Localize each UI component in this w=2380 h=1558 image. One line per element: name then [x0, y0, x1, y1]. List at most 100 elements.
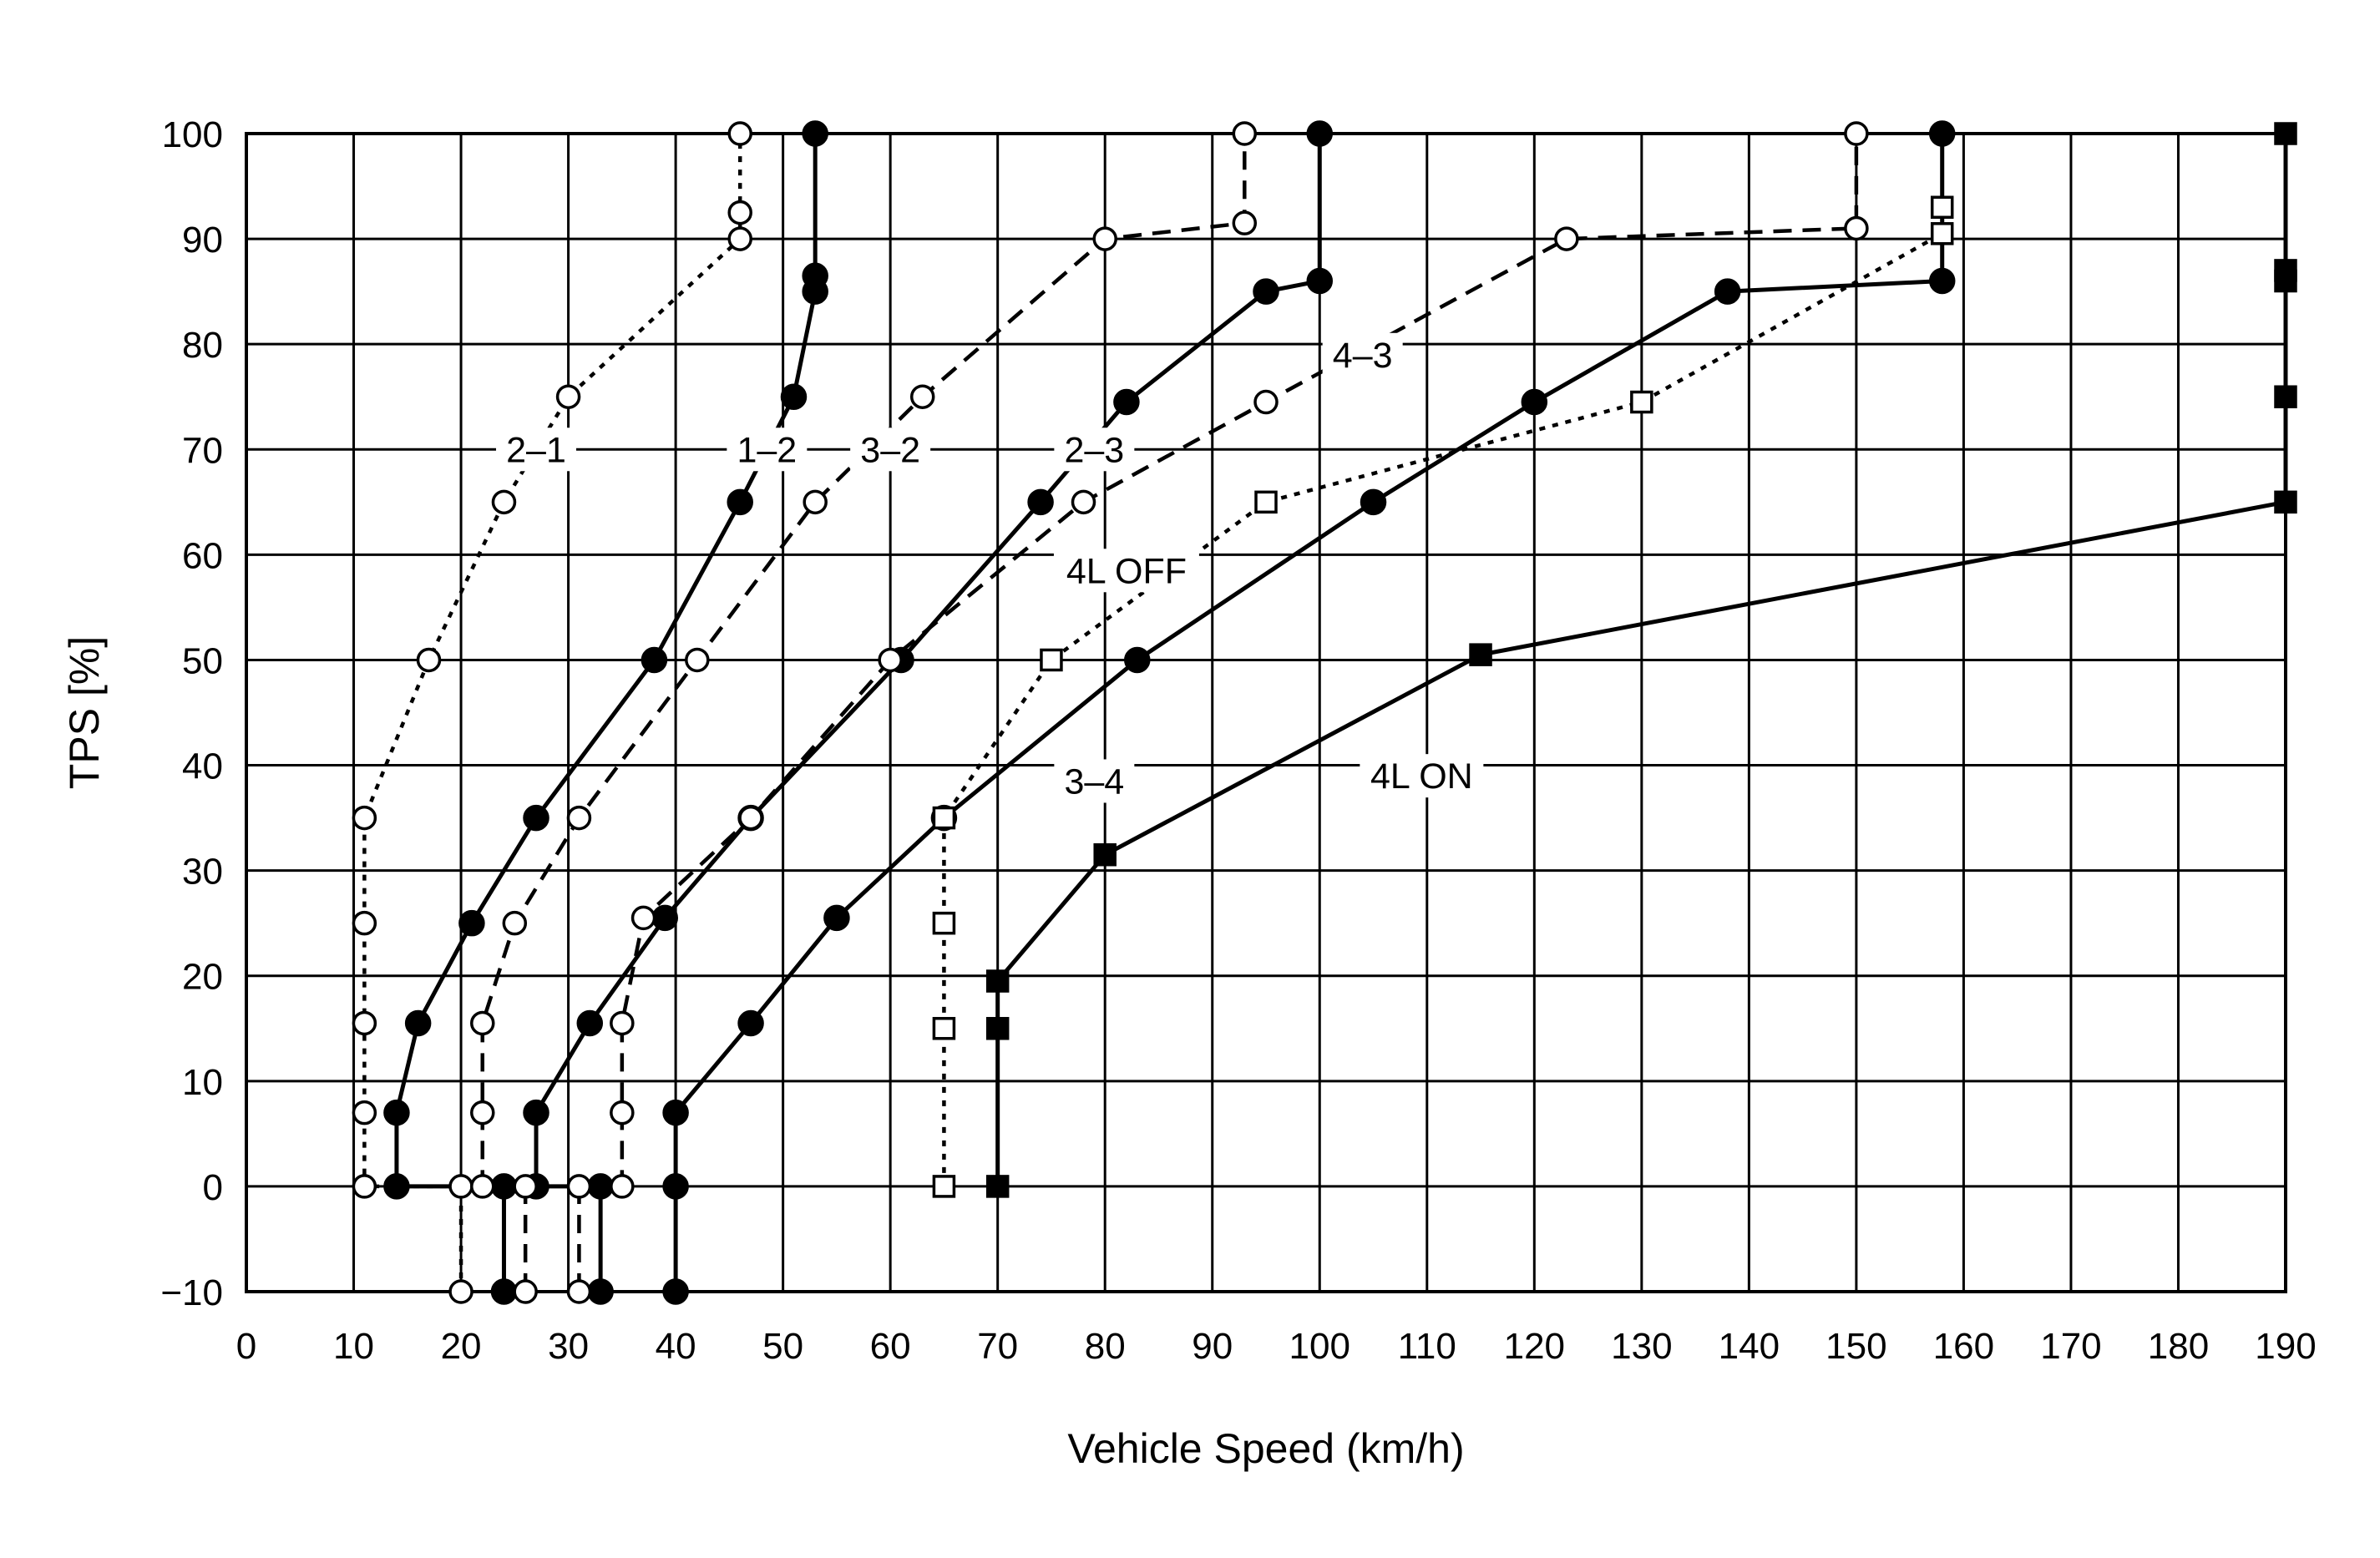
x-tick-label: 150 [1826, 1326, 1886, 1367]
data-point-3-2 [1232, 210, 1258, 235]
y-axis-title: TPS [%] [61, 636, 108, 789]
x-tick-label: 140 [1719, 1326, 1780, 1367]
data-point-1-2 [780, 383, 808, 410]
data-point-2-3 [1027, 488, 1054, 516]
x-tick-label: 20 [441, 1326, 482, 1367]
y-tick-label: 30 [182, 852, 223, 893]
data-point-3-4 [662, 1173, 689, 1200]
data-point-2-1 [555, 384, 581, 409]
data-point-4l-on [2274, 385, 2297, 408]
data-point-4l-on [1093, 842, 1117, 867]
data-point-2-3 [1306, 267, 1334, 295]
data-point-2-1 [727, 200, 752, 225]
data-point-4-3 [610, 1174, 635, 1199]
x-tick-label: 110 [1398, 1326, 1456, 1367]
series-label-bg-2-1 [496, 427, 577, 472]
data-point-4l-on [985, 1175, 1010, 1198]
data-point-4-3 [610, 1100, 635, 1126]
series-line-3-2 [480, 134, 1247, 1292]
y-tick-label: 60 [182, 535, 223, 576]
data-point-1-2 [458, 909, 485, 937]
data-point-4l-off [1930, 222, 1954, 245]
series-label-bg-2-3 [1054, 427, 1135, 472]
data-point-3-4 [737, 1009, 764, 1037]
data-point-3-2 [685, 647, 710, 673]
data-point-4-3 [1844, 121, 1869, 146]
plot-frame [245, 132, 2287, 1293]
data-point-4l-off [932, 1017, 956, 1040]
y-tick-label: 40 [182, 746, 223, 787]
data-point-2-1 [352, 805, 377, 831]
series-line-4l-off [942, 207, 1944, 1186]
series-label-bg-3-2 [850, 427, 931, 472]
data-point-2-3 [1113, 388, 1140, 416]
data-point-2-3 [576, 1009, 604, 1037]
series-label-4l-off: 4L OFF [1066, 551, 1187, 591]
x-tick-label: 90 [1192, 1326, 1233, 1367]
data-point-2-1 [416, 647, 442, 673]
series-label-1-2: 1–2 [737, 430, 797, 470]
data-point-3-4 [1360, 488, 1387, 516]
chart-grid [245, 132, 2287, 1293]
data-point-1-2 [802, 262, 828, 289]
x-tick-label: 180 [2148, 1326, 2209, 1367]
data-point-3-2 [470, 1174, 495, 1199]
data-point-1-2 [802, 120, 828, 147]
series-line-3-4 [673, 134, 1945, 1292]
data-point-4l-on [985, 969, 1010, 993]
data-point-2-1 [352, 1010, 377, 1036]
data-point-2-1 [352, 1100, 377, 1126]
data-point-2-1 [448, 1174, 473, 1199]
data-point-3-4 [1928, 267, 1956, 295]
series-label-4-3: 4–3 [1333, 336, 1393, 376]
series-label-bg-4l-off [1053, 549, 1199, 593]
data-point-3-4 [662, 1099, 689, 1126]
series-line-2-3 [534, 134, 1322, 1292]
data-point-1-2 [490, 1278, 518, 1305]
x-tick-label: 10 [333, 1326, 374, 1367]
data-point-2-1 [491, 489, 517, 515]
data-point-2-1 [727, 226, 752, 251]
x-axis-title: Vehicle Speed (km/h) [1067, 1425, 1464, 1472]
data-point-4l-off [932, 806, 956, 830]
x-tick-label: 80 [1085, 1326, 1126, 1367]
data-point-4l-on [2274, 122, 2297, 145]
x-tick-label: 160 [1933, 1326, 1994, 1367]
series-label-bg-4l-on [1360, 754, 1484, 798]
data-point-1-2 [383, 1099, 410, 1126]
data-point-3-4 [1714, 278, 1741, 305]
x-tick-label: 190 [2255, 1326, 2316, 1367]
data-point-2-3 [523, 1099, 549, 1126]
data-point-3-2 [502, 910, 528, 936]
x-tick-label: 0 [236, 1326, 256, 1367]
data-point-4-3 [566, 1174, 592, 1199]
data-point-4-3 [1253, 389, 1279, 415]
y-tick-label: 70 [182, 430, 223, 471]
series-label-bg-1-2 [727, 427, 808, 472]
data-point-4-3 [566, 1279, 592, 1304]
data-point-4l-on [2274, 490, 2297, 514]
y-tick-label: 20 [182, 957, 223, 998]
data-point-3-4 [1928, 120, 1956, 147]
data-point-2-3 [651, 904, 679, 932]
data-point-3-2 [513, 1279, 538, 1304]
x-tick-label: 120 [1504, 1326, 1565, 1367]
x-tick-label: 130 [1611, 1326, 1672, 1367]
data-point-4l-off [932, 1175, 956, 1198]
data-point-4l-off [1930, 195, 1954, 220]
y-tick-label: −10 [160, 1272, 223, 1313]
data-point-2-1 [727, 121, 752, 146]
data-point-3-4 [823, 904, 850, 932]
y-tick-label: 50 [182, 640, 223, 681]
x-tick-label: 70 [977, 1326, 1018, 1367]
series-label-3-4: 3–4 [1064, 761, 1124, 802]
y-tick-label: 90 [182, 220, 223, 261]
data-point-3-4 [1124, 646, 1151, 674]
x-tick-label: 60 [870, 1326, 911, 1367]
data-point-2-3 [1253, 278, 1279, 305]
y-tick-label: 100 [162, 114, 223, 155]
x-tick-label: 40 [656, 1326, 696, 1367]
data-point-3-2 [470, 1100, 495, 1126]
data-point-2-1 [352, 910, 377, 936]
